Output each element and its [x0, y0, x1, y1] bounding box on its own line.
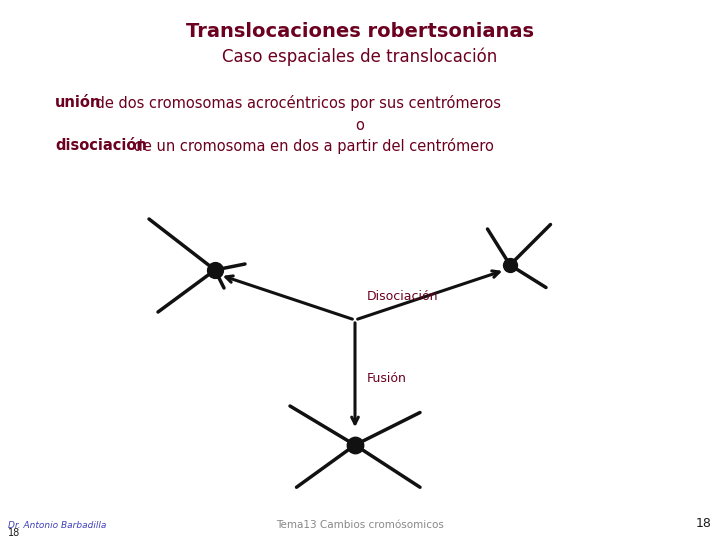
Text: Dr. Antonio Barbadilla: Dr. Antonio Barbadilla — [8, 521, 107, 530]
Text: Tema13 Cambios cromósomicos: Tema13 Cambios cromósomicos — [276, 520, 444, 530]
Text: Fusión: Fusión — [367, 373, 407, 386]
Text: de dos cromosomas acrocéntricos por sus centrómeros: de dos cromosomas acrocéntricos por sus … — [91, 95, 501, 111]
Text: de un cromosoma en dos a partir del centrómero: de un cromosoma en dos a partir del cent… — [129, 138, 494, 154]
Text: 18: 18 — [8, 528, 20, 538]
Point — [210, 266, 221, 274]
Point — [504, 261, 516, 269]
Text: o: o — [356, 118, 364, 133]
Text: Translocaciones robertsonianas: Translocaciones robertsonianas — [186, 22, 534, 41]
Text: 18: 18 — [696, 517, 712, 530]
Text: disociación: disociación — [55, 138, 147, 153]
Point — [349, 441, 361, 449]
Text: Caso espaciales de translocación: Caso espaciales de translocación — [222, 48, 498, 66]
Text: Disociación: Disociación — [367, 290, 438, 303]
Text: unión: unión — [55, 95, 102, 110]
